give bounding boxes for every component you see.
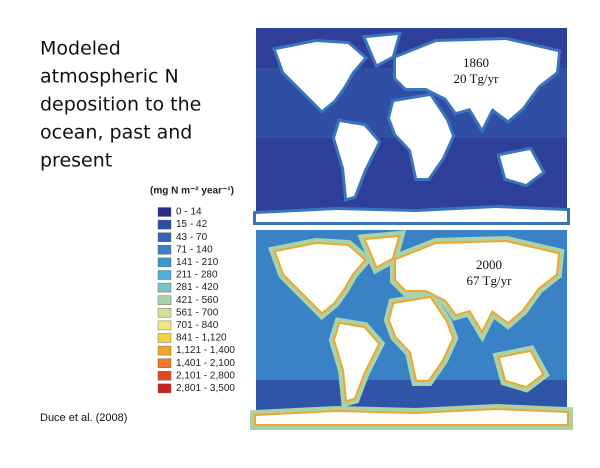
- legend-title: (mg N m⁻² year⁻¹): [150, 186, 234, 197]
- legend-swatch: [157, 270, 172, 280]
- legend-swatch: [157, 345, 172, 356]
- legend-swatch: [157, 232, 172, 242]
- legend-swatch: [157, 371, 172, 381]
- legend-label: 141 - 210: [176, 257, 219, 268]
- legend-label: 1,401 - 2,100: [176, 358, 235, 369]
- title-line: deposition to the: [40, 94, 201, 116]
- map-2000: [256, 230, 567, 430]
- legend-swatch: [157, 282, 172, 293]
- map-year: 2000: [476, 257, 502, 272]
- legend-label: 281 - 420: [176, 282, 219, 293]
- legend-label: 0 - 14: [176, 207, 202, 218]
- title-line: atmospheric N: [40, 66, 179, 88]
- legend-swatch: [157, 207, 172, 217]
- legend-label: 2,801 - 3,500: [176, 383, 235, 394]
- legend-label: 211 - 280: [176, 270, 218, 281]
- map-1860: [256, 28, 567, 222]
- map-amount: 20 Tg/yr: [454, 71, 500, 86]
- legend-swatch: [157, 320, 172, 331]
- legend-swatch: [157, 308, 172, 318]
- map-amount: 67 Tg/yr: [467, 273, 513, 288]
- legend-label: 15 - 42: [176, 219, 208, 230]
- map-year: 1860: [463, 55, 489, 70]
- title-line: present: [40, 150, 112, 172]
- legend-swatch: [157, 257, 172, 268]
- legend-swatch: [157, 295, 172, 305]
- legend-label: 841 - 1,120: [176, 333, 227, 344]
- legend-swatch: [157, 358, 172, 368]
- legend-label: 421 - 560: [176, 295, 219, 306]
- legend-label: 561 - 700: [176, 307, 219, 318]
- legend-swatch: [157, 219, 172, 230]
- legend-label: 1,121 - 1,400: [176, 345, 235, 356]
- legend-label: 71 - 140: [176, 244, 213, 255]
- title-line: ocean, past and: [40, 122, 192, 144]
- legend-swatch: [157, 383, 172, 394]
- legend-swatch: [157, 333, 172, 343]
- citation: Duce et al. (2008): [40, 412, 127, 424]
- title-line: Modeled: [40, 38, 121, 60]
- legend-label: 2,101 - 2,800: [176, 370, 235, 381]
- legend-label: 701 - 840: [176, 320, 219, 331]
- legend-swatch: [157, 245, 172, 255]
- legend-label: 43 - 70: [176, 232, 208, 243]
